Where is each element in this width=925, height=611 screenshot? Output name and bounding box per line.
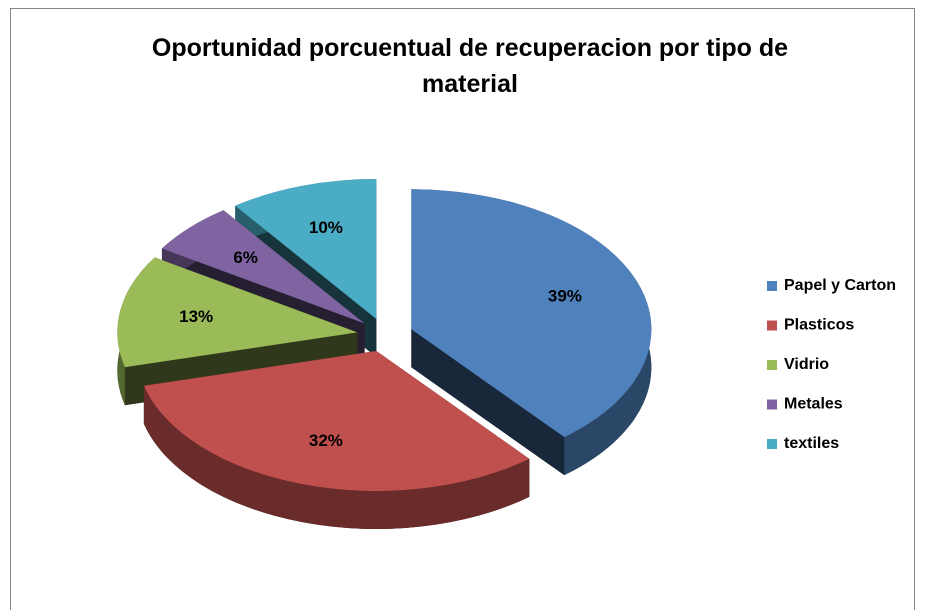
legend-swatch xyxy=(767,439,777,449)
slice xyxy=(411,189,652,438)
data-label: 6% xyxy=(233,248,258,267)
legend-label: Vidrio xyxy=(784,356,829,373)
data-label: 10% xyxy=(309,218,343,237)
legend-swatch xyxy=(767,360,777,370)
slice-wall xyxy=(143,385,530,529)
slice-side xyxy=(411,329,565,476)
legend-swatch xyxy=(767,399,777,410)
data-label: 32% xyxy=(309,431,343,450)
legend-swatch xyxy=(767,281,777,291)
legend-label: textiles xyxy=(784,435,839,452)
legend-label: Papel y Carton xyxy=(784,277,896,294)
slice xyxy=(235,179,377,320)
legend-label: Metales xyxy=(784,396,843,413)
slice xyxy=(143,350,530,491)
legend-label: Plasticos xyxy=(784,317,854,334)
chart-frame xyxy=(10,8,915,610)
slice xyxy=(161,210,365,324)
data-label: 13% xyxy=(179,307,213,326)
chart-title: Oportunidad porcuentual de recuperacion … xyxy=(151,34,789,98)
legend-swatch xyxy=(767,320,777,331)
slice xyxy=(117,257,358,368)
data-label: 39% xyxy=(548,287,582,306)
